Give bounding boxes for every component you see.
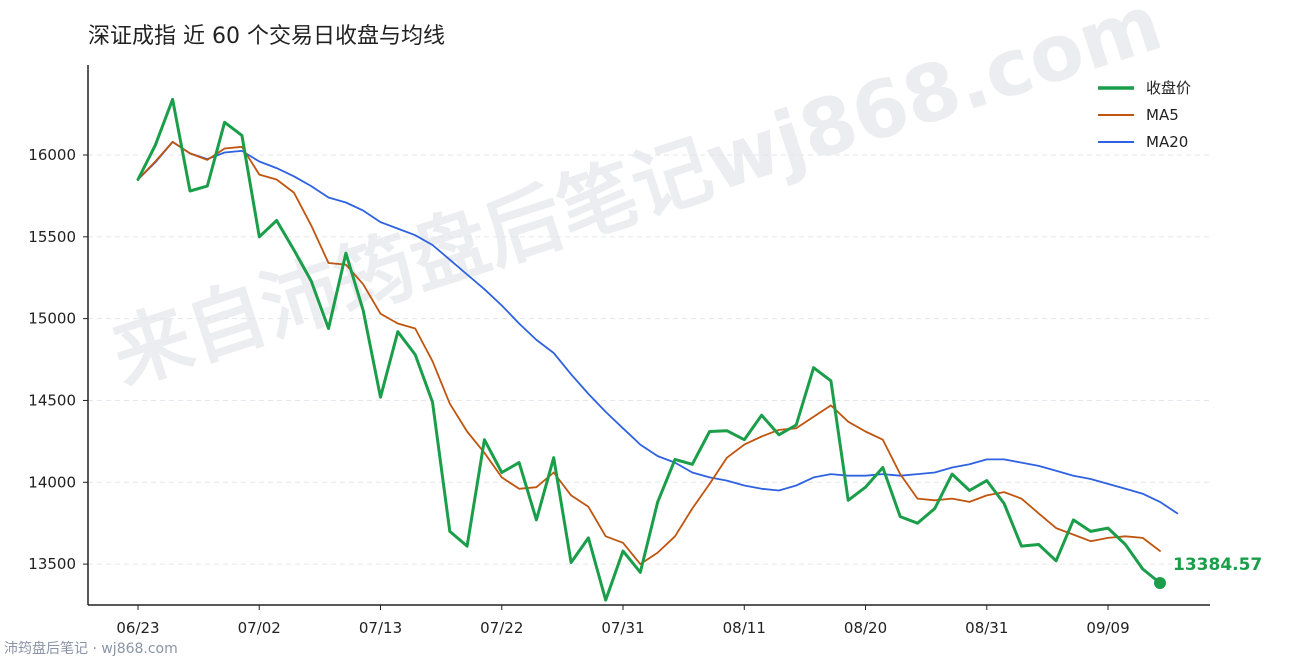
- y-tick-label: 15500: [28, 228, 76, 246]
- x-tick-label: 07/13: [359, 619, 402, 637]
- y-tick-label: 15000: [28, 310, 76, 328]
- legend-label: MA5: [1146, 106, 1179, 124]
- x-tick-label: 09/09: [1086, 619, 1129, 637]
- x-tick-label: 07/22: [480, 619, 523, 637]
- series-lines: 13384.57: [136, 97, 1262, 602]
- y-tick-label: 16000: [28, 146, 76, 164]
- legend-label: MA20: [1146, 133, 1188, 151]
- x-tick-label: 06/23: [116, 619, 159, 637]
- x-tick-label: 08/20: [844, 619, 887, 637]
- watermark: 来自沛筠盘后笔记wj868.com: [102, 0, 1172, 402]
- y-tick-label: 14500: [28, 391, 76, 409]
- x-tick-label: 07/02: [238, 619, 281, 637]
- gridlines: [88, 154, 1210, 565]
- series-line-ma20: [137, 140, 1179, 515]
- chart-title: 深证成指 近 60 个交易日收盘与均线: [88, 24, 445, 49]
- x-tick-label: 08/31: [965, 619, 1008, 637]
- y-tick-label: 13500: [28, 555, 76, 573]
- x-tick-label: 08/11: [723, 619, 766, 637]
- series-line-ma5: [137, 140, 1161, 565]
- footer-credit: 沛筠盘后笔记 · wj868.com: [4, 641, 178, 657]
- watermark-text: 来自沛筠盘后笔记wj868.com: [102, 0, 1172, 402]
- last-close-point: [1154, 576, 1166, 589]
- last-close-label: 13384.57: [1173, 555, 1262, 575]
- y-tick-label: 14000: [28, 473, 76, 491]
- axes: 13500 14000 14500 15000 15500 16000 06/23 07/02…: [28, 65, 1210, 637]
- legend: 收盘价 MA5 MA20: [1098, 79, 1191, 151]
- legend-label: 收盘价: [1146, 79, 1191, 97]
- series-line-close: [136, 97, 1162, 602]
- x-tick-label: 07/31: [601, 619, 644, 637]
